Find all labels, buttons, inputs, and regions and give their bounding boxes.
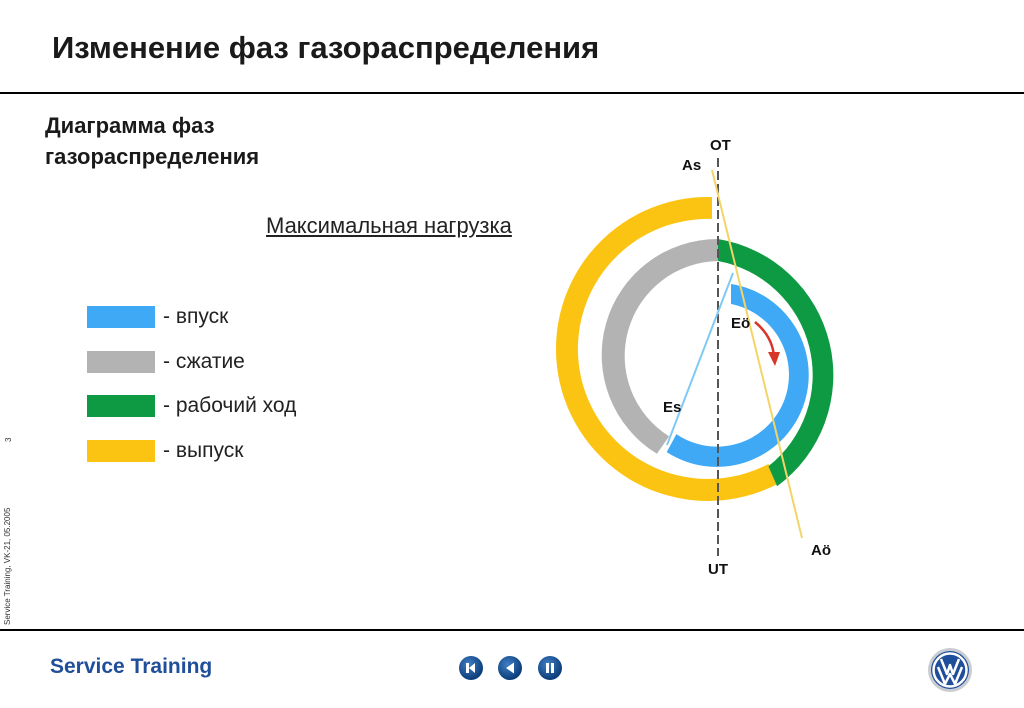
back-icon[interactable] <box>498 656 522 680</box>
legend-item-intake: - впуск <box>87 305 296 328</box>
legend: - впуск - сжатие - рабочий ход - выпуск <box>87 305 297 484</box>
label-as: As <box>682 157 701 174</box>
intake-arc <box>666 284 809 467</box>
footer-divider <box>0 629 1024 631</box>
label-ut: UT <box>708 561 728 578</box>
label-ot: OT <box>710 137 731 154</box>
legend-swatch-compression <box>87 350 155 373</box>
rotation-arrowhead <box>768 352 780 366</box>
legend-label-exhaust: - выпуск <box>163 438 244 462</box>
pause-icon[interactable] <box>538 656 562 680</box>
legend-label-compression: - сжатие <box>163 349 245 373</box>
intake-timing-line <box>666 272 734 446</box>
rewind-icon[interactable] <box>459 656 483 680</box>
diagram-subtitle: Диаграмма фаз газораспределения <box>45 113 260 169</box>
legend-item-compression: - сжатие <box>87 349 296 373</box>
exhaust-arc <box>555 196 779 501</box>
vw-logo <box>928 648 972 692</box>
course-reference: Service Training, VK-21, 05.2005 <box>3 507 12 625</box>
legend-label-intake: - впуск <box>163 305 229 328</box>
mode-label: Максимальная нагрузка <box>266 213 512 238</box>
legend-swatch-intake <box>87 306 155 328</box>
label-ao: Aö <box>811 542 831 559</box>
legend-item-power: - рабочий ход <box>87 394 297 417</box>
compression-arc <box>601 238 718 454</box>
legend-swatch-exhaust <box>87 439 155 462</box>
header-divider <box>0 92 1024 94</box>
page-title: Изменение фаз газораспределения <box>52 30 600 65</box>
label-es: Es <box>663 399 681 416</box>
power-arc <box>718 239 834 487</box>
exhaust-timing-line <box>711 169 803 539</box>
label-eo: Eö <box>731 315 750 332</box>
footer-brand: Service Training <box>50 655 213 678</box>
legend-label-power: - рабочий ход <box>163 394 297 417</box>
legend-item-exhaust: - выпуск <box>87 438 296 462</box>
page-number: 3 <box>4 437 13 442</box>
legend-swatch-power <box>87 395 155 417</box>
